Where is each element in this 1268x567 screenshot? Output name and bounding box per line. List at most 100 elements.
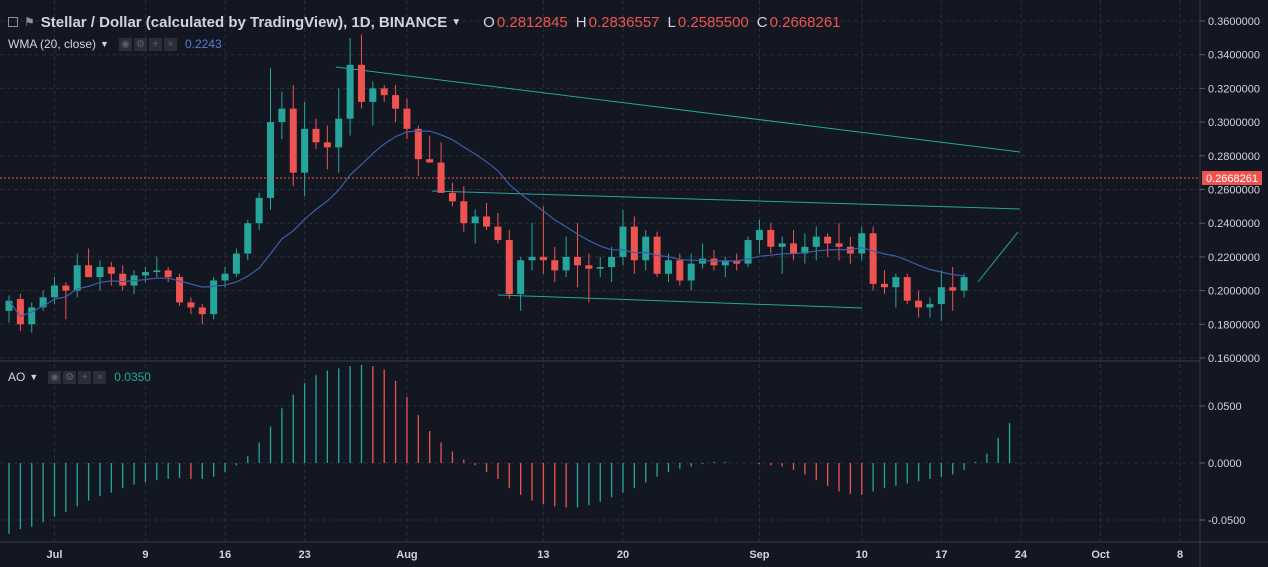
candle[interactable] bbox=[505, 229, 513, 300]
candle[interactable] bbox=[289, 85, 297, 187]
candle[interactable] bbox=[85, 248, 93, 278]
candle[interactable] bbox=[812, 226, 820, 261]
ao-axis[interactable]: -0.0500 0.0000 0.0500 bbox=[1200, 401, 1245, 527]
eye-icon[interactable]: ◉ bbox=[118, 37, 132, 51]
settings-icon[interactable]: ⚙ bbox=[133, 37, 147, 51]
ao-label[interactable]: AO bbox=[8, 370, 26, 384]
candle[interactable] bbox=[448, 182, 456, 207]
candle[interactable] bbox=[39, 290, 47, 311]
chevron-down-icon[interactable]: ▼ bbox=[100, 39, 109, 49]
candle[interactable] bbox=[642, 229, 650, 271]
candle[interactable] bbox=[528, 223, 536, 271]
trendline-lower[interactable] bbox=[497, 294, 863, 309]
candle[interactable] bbox=[357, 34, 365, 109]
time-axis[interactable]: Jul 9 16 23 Aug 13 20 Sep 10 17 24 Oct 8 bbox=[47, 549, 1184, 561]
eye-icon[interactable]: ◉ bbox=[48, 370, 62, 384]
candle[interactable] bbox=[892, 273, 900, 308]
candle[interactable] bbox=[835, 223, 843, 261]
candle[interactable] bbox=[664, 253, 672, 283]
candle[interactable] bbox=[790, 229, 798, 261]
wma-indicator-legend[interactable]: WMA (20, close) ▼ ◉ ⚙ + × 0.2243 bbox=[8, 36, 222, 52]
candle[interactable] bbox=[937, 270, 945, 321]
candle[interactable] bbox=[562, 236, 570, 278]
chevron-down-icon[interactable]: ▼ bbox=[451, 16, 462, 28]
candle[interactable] bbox=[517, 256, 525, 311]
candle[interactable] bbox=[198, 304, 206, 325]
candle[interactable] bbox=[596, 256, 604, 278]
candle[interactable] bbox=[960, 273, 968, 298]
candle[interactable] bbox=[380, 85, 388, 102]
candle[interactable] bbox=[335, 88, 343, 173]
trendline-breakout[interactable] bbox=[977, 231, 1019, 283]
candle[interactable] bbox=[778, 236, 786, 274]
close-icon[interactable]: × bbox=[163, 37, 177, 51]
candle[interactable] bbox=[710, 250, 718, 271]
candle[interactable] bbox=[801, 233, 809, 264]
candle[interactable] bbox=[755, 219, 763, 254]
candle[interactable] bbox=[733, 253, 741, 271]
price-axis[interactable]: 0.1600000 0.1800000 0.2000000 0.2200000 0.24… bbox=[1200, 16, 1260, 365]
chevron-down-icon[interactable]: ▼ bbox=[29, 372, 39, 382]
candle[interactable] bbox=[255, 192, 263, 230]
candle[interactable] bbox=[494, 213, 502, 244]
trendlines[interactable] bbox=[335, 66, 1021, 309]
symbol-title[interactable]: Stellar / Dollar (calculated by TradingV… bbox=[40, 13, 448, 31]
candle[interactable] bbox=[926, 297, 934, 318]
candle[interactable] bbox=[460, 186, 468, 232]
candle[interactable] bbox=[699, 243, 707, 269]
candle[interactable] bbox=[73, 253, 81, 298]
candle[interactable] bbox=[164, 267, 172, 283]
candle[interactable] bbox=[721, 256, 729, 278]
candle[interactable] bbox=[858, 226, 866, 261]
candle[interactable] bbox=[62, 282, 70, 320]
candle[interactable] bbox=[744, 236, 752, 268]
candle[interactable] bbox=[880, 270, 888, 294]
flag-icon[interactable]: ⚑ bbox=[24, 15, 35, 29]
candle[interactable] bbox=[426, 135, 434, 163]
candle[interactable] bbox=[687, 253, 695, 291]
candle[interactable] bbox=[619, 209, 627, 266]
candle[interactable] bbox=[119, 265, 127, 291]
candle[interactable] bbox=[153, 256, 161, 278]
candle[interactable] bbox=[608, 246, 616, 283]
settings-icon[interactable]: ⚙ bbox=[63, 370, 77, 384]
wma-label[interactable]: WMA (20, close) bbox=[8, 37, 97, 51]
candle[interactable] bbox=[414, 125, 422, 177]
candle[interactable] bbox=[483, 202, 491, 230]
candle[interactable] bbox=[539, 206, 547, 274]
candle[interactable] bbox=[187, 297, 195, 315]
candle[interactable] bbox=[107, 261, 115, 286]
candle[interactable] bbox=[676, 253, 684, 286]
candle[interactable] bbox=[471, 209, 479, 244]
candle[interactable] bbox=[244, 219, 252, 261]
candle[interactable] bbox=[28, 302, 36, 333]
candle[interactable] bbox=[369, 81, 377, 126]
candle[interactable] bbox=[824, 233, 832, 257]
candle[interactable] bbox=[210, 277, 218, 320]
candle[interactable] bbox=[903, 273, 911, 305]
candle[interactable] bbox=[221, 267, 229, 288]
candle[interactable] bbox=[630, 216, 638, 274]
candle[interactable] bbox=[323, 125, 331, 170]
candle[interactable] bbox=[551, 246, 559, 283]
candle[interactable] bbox=[437, 142, 445, 193]
candle[interactable] bbox=[392, 85, 400, 123]
candle[interactable] bbox=[915, 290, 923, 318]
plus-icon[interactable]: + bbox=[148, 37, 162, 51]
candle[interactable] bbox=[767, 223, 775, 254]
plus-icon[interactable]: + bbox=[78, 370, 92, 384]
ao-indicator-legend[interactable]: AO ▼ ◉ ⚙ + × 0.0350 bbox=[8, 369, 151, 385]
trendline-middle[interactable] bbox=[431, 190, 1021, 210]
candle[interactable] bbox=[346, 37, 354, 136]
candle[interactable] bbox=[278, 91, 286, 139]
candle[interactable] bbox=[312, 118, 320, 150]
candle[interactable] bbox=[176, 273, 184, 306]
candle[interactable] bbox=[5, 295, 13, 323]
candle[interactable] bbox=[267, 68, 275, 210]
collapse-square-icon[interactable] bbox=[8, 17, 18, 27]
trendline-upper[interactable] bbox=[335, 66, 1021, 153]
close-icon[interactable]: × bbox=[93, 370, 107, 384]
candle[interactable] bbox=[585, 253, 593, 303]
candle[interactable] bbox=[96, 260, 104, 291]
